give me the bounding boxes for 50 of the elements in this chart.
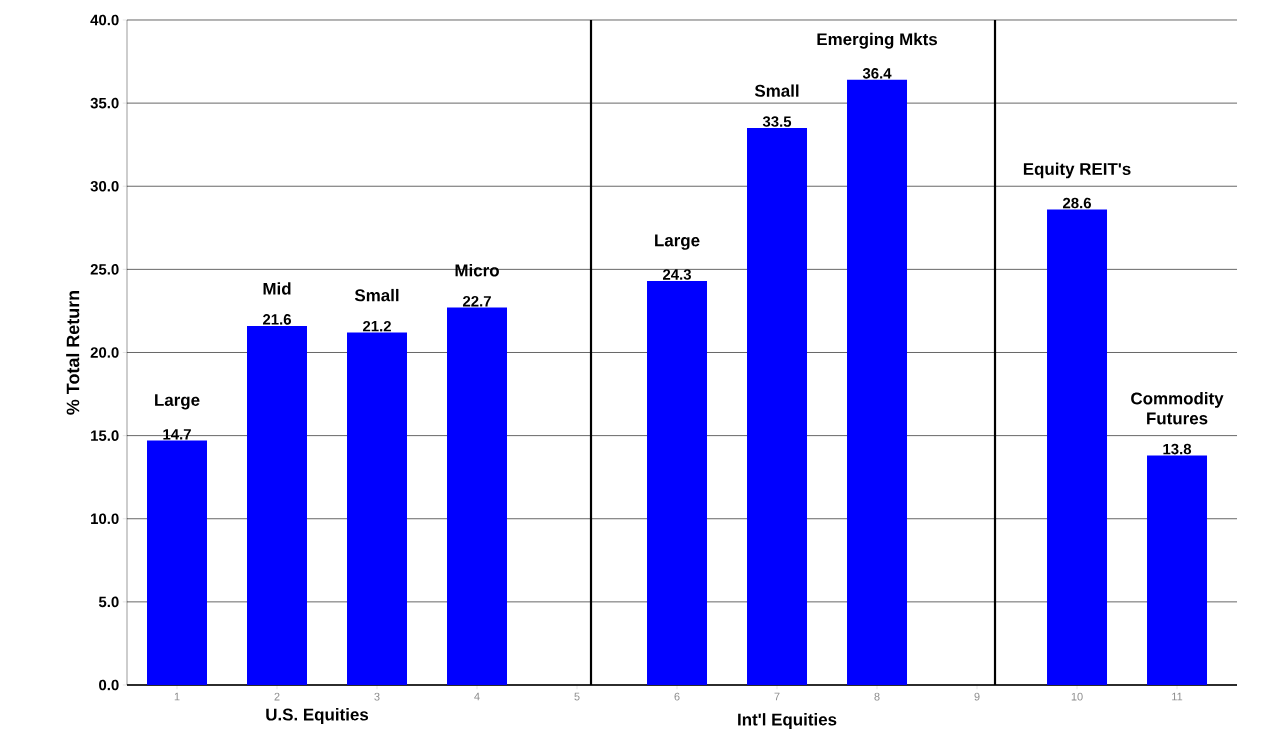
x-tick-label: 4 bbox=[474, 692, 480, 701]
y-tick-label: 5.0 bbox=[98, 596, 119, 608]
bar bbox=[1047, 209, 1108, 685]
x-tick-label: 2 bbox=[274, 692, 280, 701]
data-label: 36.4 bbox=[862, 68, 892, 79]
bar bbox=[747, 128, 808, 685]
bar bbox=[647, 281, 708, 685]
annotation: Commodity Futures bbox=[1131, 392, 1224, 425]
annotation: Emerging Mkts bbox=[817, 32, 937, 49]
text: U.S. Equities bbox=[266, 708, 369, 724]
x-tick-label: 11 bbox=[1172, 692, 1183, 701]
x-tick-label: 5 bbox=[574, 692, 580, 701]
bar bbox=[447, 307, 507, 685]
y-tick-label: 0.0 bbox=[99, 679, 119, 691]
bar bbox=[147, 440, 207, 685]
y-tick-label: 20.0 bbox=[90, 347, 119, 358]
data-label: 24.3 bbox=[662, 269, 691, 280]
x-tick-label: 3 bbox=[374, 692, 380, 701]
annotation: Small bbox=[754, 84, 799, 97]
x-tick-label: 1 bbox=[174, 692, 180, 701]
data-label: 13.8 bbox=[1163, 443, 1192, 455]
x-tick-label: 9 bbox=[974, 692, 980, 701]
x-tick-label: 7 bbox=[774, 692, 780, 701]
data-label: 22.7 bbox=[462, 295, 491, 307]
x-tick-label: 10 bbox=[1071, 692, 1083, 701]
x-tick-label: 8 bbox=[874, 692, 880, 701]
y-tick-label: 35.0 bbox=[90, 97, 119, 109]
annotation: Mid bbox=[263, 282, 291, 295]
y-tick-label: 25.0 bbox=[90, 264, 119, 275]
bar bbox=[847, 79, 908, 685]
y-tick-label: 40.0 bbox=[90, 14, 119, 26]
bar bbox=[1147, 455, 1208, 685]
y-tick-label: 30.0 bbox=[90, 180, 119, 192]
data-label: 28.6 bbox=[1062, 197, 1092, 209]
bar bbox=[247, 325, 307, 685]
data-label: 14.7 bbox=[163, 429, 191, 440]
data-label: 33.5 bbox=[762, 116, 792, 127]
annotation: Small bbox=[354, 288, 399, 302]
bar bbox=[347, 332, 407, 685]
y-tick-label: 15.0 bbox=[91, 430, 119, 441]
annotation: Large bbox=[155, 394, 200, 410]
data-label: 21.2 bbox=[362, 320, 391, 332]
x-tick-label: 6 bbox=[674, 692, 680, 701]
annotation: Equity REIT's bbox=[1023, 162, 1131, 179]
annotation: Micro bbox=[455, 263, 499, 277]
text: Int'l Equities bbox=[738, 713, 837, 729]
annotation: Large bbox=[655, 234, 700, 250]
y-axis-title: % Total Return bbox=[66, 291, 80, 415]
y-tick-label: 10.0 bbox=[91, 513, 119, 525]
data-label: 21.6 bbox=[262, 314, 291, 325]
